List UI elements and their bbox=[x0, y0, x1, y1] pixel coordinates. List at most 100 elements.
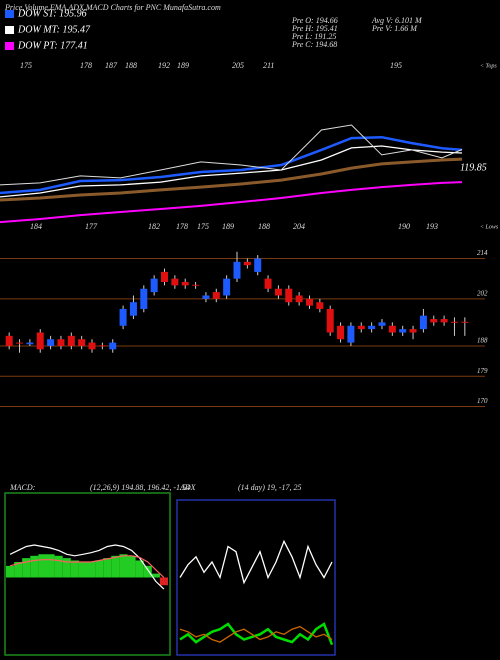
candle-body bbox=[36, 332, 44, 350]
low-label: 188 bbox=[258, 222, 270, 231]
macd-bar bbox=[151, 573, 160, 578]
legend-swatch bbox=[5, 10, 14, 18]
candle-body bbox=[274, 288, 282, 296]
top-label: 192 bbox=[158, 61, 170, 70]
top-label: 188 bbox=[125, 61, 137, 70]
candle-body bbox=[430, 319, 438, 323]
candle-body bbox=[223, 278, 231, 296]
candle-body bbox=[337, 325, 345, 340]
macd-label: MACD: bbox=[9, 483, 36, 492]
top-label: 175 bbox=[20, 61, 32, 70]
candle-body bbox=[5, 335, 13, 346]
macd-bar bbox=[111, 555, 120, 578]
macd-bar bbox=[6, 565, 15, 578]
low-label: 175 bbox=[197, 222, 209, 231]
candle-body bbox=[109, 342, 117, 350]
legend-label: DOW MT: 195.47 bbox=[17, 24, 91, 35]
macd-bar bbox=[54, 555, 63, 578]
legend-label: DOW ST: 195.96 bbox=[17, 8, 87, 19]
top-label: 187 bbox=[105, 61, 118, 70]
legend-swatch bbox=[5, 26, 14, 34]
candle-body bbox=[316, 302, 324, 309]
candle-body bbox=[440, 319, 448, 323]
low-label: 177 bbox=[85, 222, 98, 231]
candle-body bbox=[295, 295, 303, 303]
low-label: 189 bbox=[222, 222, 234, 231]
tops-marker: < Tops bbox=[480, 63, 497, 69]
top-label: 178 bbox=[80, 61, 92, 70]
candle-body bbox=[171, 278, 179, 286]
macd-line bbox=[9, 555, 165, 578]
ema-line bbox=[0, 181, 463, 224]
candle-body bbox=[161, 271, 169, 283]
price-info: Pre V: 1.66 M bbox=[371, 24, 418, 33]
macd-bar bbox=[38, 554, 47, 578]
candle-body bbox=[181, 282, 189, 286]
candle-body bbox=[16, 342, 24, 344]
candle-body bbox=[192, 284, 200, 286]
candle-body bbox=[305, 298, 313, 306]
candle-body bbox=[140, 288, 148, 309]
y-tick-label: 170 bbox=[477, 397, 488, 405]
candle-body bbox=[450, 321, 458, 323]
candle-body bbox=[212, 292, 220, 299]
candle-body bbox=[285, 288, 293, 303]
macd-bar bbox=[143, 565, 152, 578]
macd-bar bbox=[30, 555, 39, 578]
candle-body bbox=[357, 325, 365, 330]
low-label: 184 bbox=[30, 222, 42, 231]
candle-body bbox=[243, 261, 251, 266]
candle-body bbox=[119, 308, 127, 326]
candle-body bbox=[67, 335, 75, 346]
ema-line bbox=[0, 157, 463, 202]
low-label: 190 bbox=[398, 222, 410, 231]
adx-panel bbox=[176, 499, 336, 656]
candle-body bbox=[409, 329, 417, 333]
macd-bar bbox=[46, 554, 55, 578]
candle-body bbox=[233, 261, 241, 279]
candle-body bbox=[57, 339, 65, 346]
ema-line bbox=[0, 124, 463, 186]
price-info: Pre O: 194.66 bbox=[291, 16, 338, 25]
candle-body bbox=[388, 325, 396, 333]
macd-bar bbox=[14, 562, 23, 578]
legend-label: DOW PT: 177.41 bbox=[17, 40, 88, 51]
macd-bar bbox=[103, 558, 112, 578]
low-label: 204 bbox=[293, 222, 305, 231]
candle-body bbox=[129, 302, 137, 316]
candle-body bbox=[419, 315, 427, 330]
candle-body bbox=[98, 345, 106, 347]
candle-body bbox=[150, 278, 158, 293]
macd-bar bbox=[119, 554, 128, 578]
y-tick-label: 179 bbox=[477, 367, 488, 375]
legend-swatch bbox=[5, 42, 14, 50]
top-label: 211 bbox=[263, 61, 274, 70]
macd-bar bbox=[70, 560, 79, 578]
candle-body bbox=[88, 342, 96, 350]
macd-bar bbox=[127, 555, 136, 578]
candle-body bbox=[326, 308, 334, 333]
macd-bar bbox=[95, 560, 104, 578]
price-info: Pre C: 194.68 bbox=[291, 40, 337, 49]
y-tick-label: 202 bbox=[477, 289, 488, 297]
ema-line bbox=[0, 145, 463, 198]
candle-body bbox=[399, 329, 407, 333]
price-info: Pre H: 195.41 bbox=[291, 24, 338, 33]
page-title: Price,Volume,EMA,ADX,MACD Charts for PNC… bbox=[4, 3, 221, 12]
last-value: 119.85 bbox=[460, 162, 487, 173]
macd-bar bbox=[87, 562, 96, 578]
y-tick-label: 214 bbox=[477, 249, 488, 257]
candle-body bbox=[378, 322, 386, 326]
lows-marker: < Lows bbox=[480, 224, 499, 230]
macd-bar bbox=[135, 560, 144, 578]
top-label: 205 bbox=[232, 61, 244, 70]
candle-body bbox=[47, 339, 55, 346]
macd-params: (12,26,9) 194.88, 196.42, -1.54 bbox=[90, 483, 190, 492]
macd-bar bbox=[62, 558, 71, 578]
candle-body bbox=[461, 321, 469, 323]
candle-body bbox=[264, 278, 272, 289]
candle-body bbox=[78, 339, 86, 346]
candle-body bbox=[347, 325, 355, 343]
